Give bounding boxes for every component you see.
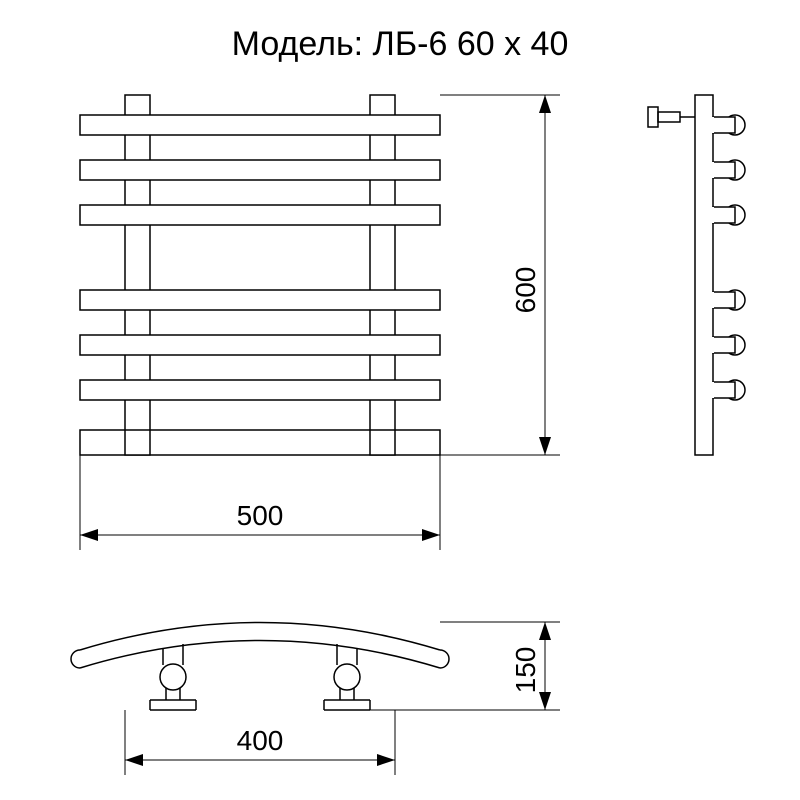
dimension-height: 600: [440, 95, 560, 455]
dimension-width-outer: 500: [80, 455, 440, 550]
dim-height-label: 600: [510, 267, 541, 314]
dimension-width-inner: 400: [125, 710, 395, 775]
front-view: [80, 95, 440, 455]
top-view: [71, 623, 449, 711]
dim-depth-label: 150: [510, 647, 541, 694]
dim-width-outer-label: 500: [237, 500, 284, 531]
technical-drawing: 600 500: [0, 0, 800, 800]
side-view: [648, 95, 745, 455]
dimension-depth: 150: [370, 622, 560, 710]
dim-width-inner-label: 400: [237, 725, 284, 756]
